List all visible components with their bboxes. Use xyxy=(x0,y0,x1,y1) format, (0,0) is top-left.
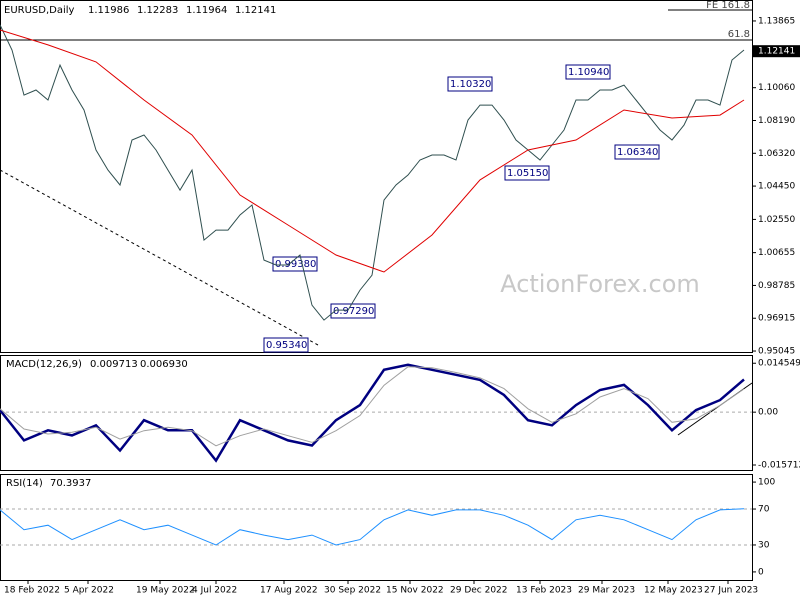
last-price-label: 1.12141 xyxy=(758,47,795,57)
y-tick-label: 0 xyxy=(758,567,764,577)
series-line xyxy=(0,366,745,447)
y-tick-label: 0.014549 xyxy=(758,359,800,369)
annotation-box xyxy=(263,337,309,353)
rsi-panel xyxy=(0,474,753,581)
y-tick-label: 0.95045 xyxy=(758,347,795,357)
annotation: 0.99380 xyxy=(275,259,316,270)
close: 1.12141 xyxy=(235,5,276,16)
y-tick-label: 100 xyxy=(758,478,775,488)
last-price-box xyxy=(753,45,800,58)
rsi-title: RSI(14) xyxy=(6,478,43,489)
x-tick-label: 4 Jul 2022 xyxy=(192,586,237,596)
rsi-readout: 70.3937 xyxy=(50,478,91,489)
y-tick-label: 0.98785 xyxy=(758,281,795,291)
trend-line xyxy=(0,169,319,346)
annotation: 0.97290 xyxy=(333,306,374,317)
annotation-box xyxy=(504,165,550,181)
y-tick-label: 1.04450 xyxy=(758,182,795,192)
x-tick-label: 5 Apr 2022 xyxy=(64,586,114,596)
x-tick-label: 29 Dec 2022 xyxy=(450,586,508,596)
macd-readout: 0.009713 xyxy=(90,359,138,370)
signal-readout: 0.006930 xyxy=(140,359,188,370)
y-tick-label: 1.00655 xyxy=(758,248,795,258)
series-line xyxy=(0,508,745,546)
watermark: ActionForex.com xyxy=(500,270,700,298)
x-tick-label: 29 Mar 2023 xyxy=(578,586,635,596)
open: 1.11986 xyxy=(88,5,129,16)
y-tick-label: 30 xyxy=(758,540,770,550)
annotation-box xyxy=(330,303,376,319)
series-line xyxy=(0,363,745,463)
annotation-box xyxy=(565,64,611,80)
y-tick-label: 1.08190 xyxy=(758,116,795,126)
annotation: 1.10320 xyxy=(450,79,491,90)
x-tick-label: 27 Jun 2023 xyxy=(704,586,758,596)
x-tick-label: 30 Sep 2022 xyxy=(324,586,381,596)
y-tick-label: 0.96915 xyxy=(758,314,795,324)
high: 1.12283 xyxy=(137,5,178,16)
series-line xyxy=(0,29,745,273)
y-tick-label: -0.015712 xyxy=(758,460,800,470)
series-line xyxy=(0,24,745,321)
annotation: 1.10940 xyxy=(568,67,609,78)
x-tick-label: 18 Feb 2022 xyxy=(4,586,60,596)
x-tick-label: 12 May 2023 xyxy=(644,586,703,596)
annotation-box xyxy=(447,76,493,92)
annotation-box xyxy=(614,144,660,160)
level-label: FE 161.8 xyxy=(706,0,750,11)
level-label: 61.8 xyxy=(728,29,750,40)
x-tick-label: 19 May 2022 xyxy=(136,586,195,596)
x-tick-label: 15 Nov 2022 xyxy=(386,586,444,596)
y-tick-label: 70 xyxy=(758,505,770,515)
x-tick-label: 17 Aug 2022 xyxy=(260,586,318,596)
y-tick-label: 0.00 xyxy=(758,408,778,418)
low: 1.11964 xyxy=(186,5,227,16)
macd-panel xyxy=(0,355,753,471)
x-tick-label: 13 Feb 2023 xyxy=(516,586,572,596)
y-tick-label: 1.06320 xyxy=(758,149,795,159)
annotation: 0.95340 xyxy=(266,340,307,351)
y-tick-label: 1.13865 xyxy=(758,16,795,26)
macd-title: MACD(12,26,9) xyxy=(6,359,82,370)
y-tick-label: 1.02550 xyxy=(758,215,795,225)
annotation: 1.06340 xyxy=(617,147,658,158)
symbol: EURUSD,Daily xyxy=(4,5,75,16)
price-panel xyxy=(0,0,753,353)
annotation: 1.05150 xyxy=(507,168,548,179)
y-tick-label: 1.10060 xyxy=(758,83,795,93)
